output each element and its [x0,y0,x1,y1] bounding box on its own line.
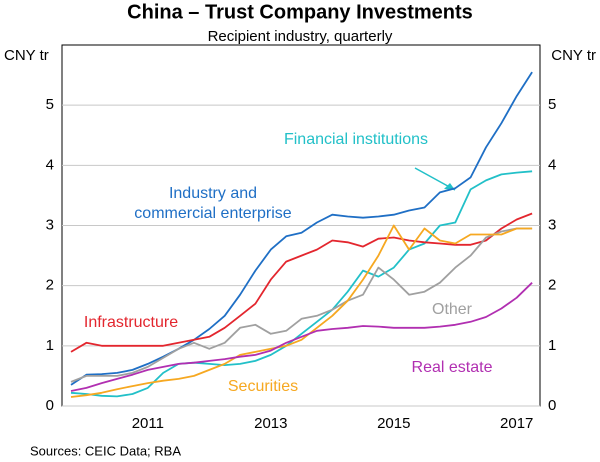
series-line [70,71,533,386]
x-tick-label: 2011 [132,415,164,432]
y2-tick-label: 2 [548,277,556,294]
y-tick-label: 3 [46,216,54,233]
y-axis-label: CNY tr [4,47,49,64]
y2-tick-label: 4 [548,156,556,173]
series-label: Other [431,301,473,318]
chart-title: China – Trust Company Investments [127,1,473,23]
series-label: Industry and commercial enterprise [134,185,292,222]
series-label: Financial institutions [283,131,429,148]
x-tick-label: 2017 [500,415,533,432]
y2-tick-label: 1 [548,337,556,354]
y-tick-label: 4 [46,156,54,173]
y-tick-label: 5 [46,96,54,113]
x-tick-label: 2013 [254,415,287,432]
series-label: Real estate [411,359,493,376]
y-tick-label: 2 [46,277,54,294]
y-tick-label: 0 [46,397,54,414]
source: Sources: CEIC Data; RBA [30,443,181,458]
x-tick-label: 2015 [377,415,410,432]
y2-tick-label: 0 [548,397,556,414]
y2-axis-label: CNY tr [551,47,596,64]
series-line [70,282,533,392]
y2-tick-label: 3 [548,216,556,233]
series-line [70,224,533,398]
series-line [70,227,533,383]
series-label: Infrastructure [83,314,179,331]
series-line [70,212,533,353]
y2-tick-label: 5 [548,96,556,113]
series-label: Securities [227,378,299,395]
y-tick-label: 1 [46,337,54,354]
series-line [70,170,533,398]
chart-subtitle: Recipient industry, quarterly [208,28,393,45]
